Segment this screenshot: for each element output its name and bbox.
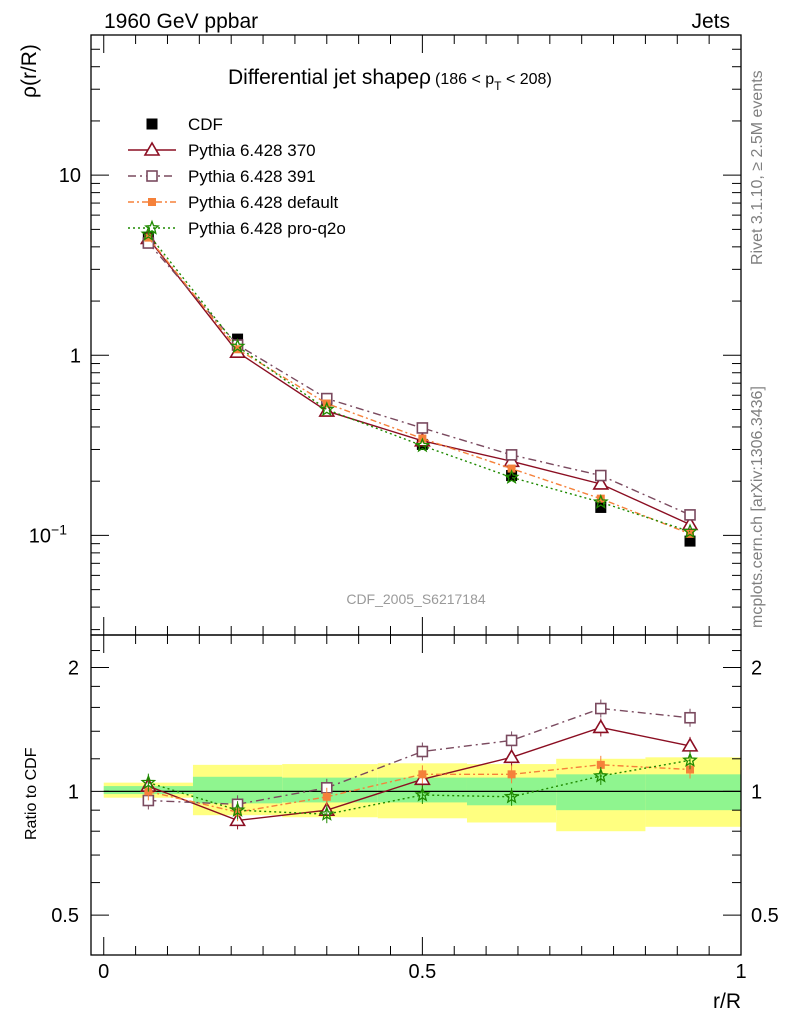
main-panel: 10 1 10−1 ρ(r/R) Differential jet shapeρ (186… xyxy=(18,34,742,636)
legend-entry-p391: Pythia 6.428 391 xyxy=(128,167,316,186)
series-p391 xyxy=(142,237,696,521)
ratio-y-tick-label-right: 2 xyxy=(751,658,762,680)
ratio-point-p391 xyxy=(416,745,429,758)
data-point-pq2o xyxy=(229,338,246,354)
legend-label: CDF xyxy=(188,115,223,134)
legend-label: Pythia 6.428 pro-q2o xyxy=(188,219,346,238)
legend-label: Pythia 6.428 370 xyxy=(188,141,316,160)
ratio-point-pdefault xyxy=(686,765,695,774)
series-pdefault xyxy=(144,233,695,538)
legend-entry-p370: Pythia 6.428 370 xyxy=(128,141,316,160)
ratio-point-pdefault xyxy=(596,760,605,769)
data-point-p391 xyxy=(416,422,429,434)
legend-marker-p370 xyxy=(143,141,161,156)
plot-frame xyxy=(90,634,742,956)
ratio-point-p370 xyxy=(503,748,520,764)
ratio-point-pdefault xyxy=(418,770,427,779)
ratio-y-tick-label-right: 0.5 xyxy=(751,905,779,927)
mcplots-label: mcplots.cern.ch [arXiv:1306.3436] xyxy=(749,386,766,628)
data-point-p370 xyxy=(592,475,610,490)
legend-marker-pq2o xyxy=(144,219,160,235)
rivet-version-label: Rivet 3.1.10, ≥ 2.5M events xyxy=(749,70,766,265)
ratio-series-pq2o xyxy=(140,751,698,824)
ratio-point-pq2o xyxy=(229,801,246,817)
ratio-point-p391 xyxy=(684,711,696,724)
ratio-point-pq2o xyxy=(414,786,431,802)
ratio-point-pdefault xyxy=(322,792,331,801)
x-tick-label: 1 xyxy=(735,961,746,983)
y-tick-label: 10 xyxy=(59,165,81,187)
data-point-pq2o xyxy=(592,493,609,509)
chart-title: Differential jet shapeρ (186 < pT < 208) xyxy=(228,66,552,93)
data-point-p391 xyxy=(595,469,607,482)
legend-entry-pdefault: Pythia 6.428 default xyxy=(128,193,339,212)
ratio-point-pdefault xyxy=(507,770,516,779)
legend-marker-p391 xyxy=(146,170,158,182)
series-p370 xyxy=(139,229,699,531)
data-point-pdefault xyxy=(507,464,516,473)
ratio-point-pq2o xyxy=(682,752,698,767)
legend-entry-pq2o: Pythia 6.428 pro-q2o xyxy=(128,219,346,238)
analysis-watermark: CDF_2005_S6217184 xyxy=(346,591,486,607)
x-tick-label: 0.5 xyxy=(408,961,436,983)
ratio-point-p391 xyxy=(505,734,518,747)
legend-label: Pythia 6.428 default xyxy=(188,193,339,212)
legend-entry-cdf: CDF xyxy=(146,115,223,134)
header-left: 1960 GeV ppbar xyxy=(104,10,258,33)
ratio-y-tick-label: 2 xyxy=(68,658,79,680)
y-tick-label: 10−1 xyxy=(29,521,67,547)
y-tick-label: 1 xyxy=(70,345,81,367)
data-point-pdefault xyxy=(596,494,605,503)
ratio-point-p391 xyxy=(595,702,607,715)
legend-marker-cdf xyxy=(146,118,158,130)
ratio-point-pq2o xyxy=(592,767,609,783)
data-point-pq2o xyxy=(414,437,431,453)
legend: CDF Pythia 6.428 370 Pythia 6.428 391 Pythi… xyxy=(128,115,346,238)
ratio-y-axis-label: Ratio to CDF xyxy=(23,747,40,840)
ratio-point-p370 xyxy=(592,718,610,734)
y-tick-exponent: −1 xyxy=(51,521,67,537)
data-point-cdf xyxy=(684,535,696,547)
ratio-y-tick-label: 0.5 xyxy=(51,905,79,927)
ratio-point-p370 xyxy=(681,737,699,752)
ratio-y-tick-label-right: 1 xyxy=(751,781,762,803)
series-pq2o xyxy=(140,225,698,539)
ratio-point-pq2o xyxy=(140,774,157,790)
ratio-point-pq2o xyxy=(318,805,335,821)
ratio-point-pq2o xyxy=(503,788,520,804)
series-line-p370 xyxy=(147,238,691,526)
x-tick-label: 0 xyxy=(98,961,109,983)
ratio-y-tick-label: 1 xyxy=(68,781,79,803)
uncertainty-band-inner xyxy=(645,774,741,811)
header-right: Jets xyxy=(691,10,730,33)
series-cdf xyxy=(142,232,696,547)
data-point-pq2o xyxy=(318,401,335,417)
y-axis-label: ρ(r/R) xyxy=(18,44,41,98)
data-point-p391 xyxy=(684,509,696,521)
series-line-p391 xyxy=(147,242,691,516)
legend-marker-pdefault xyxy=(148,198,156,206)
ratio-panel: 2 2 1 1 0.5 0.5 0 0.5 1 r/R Ratio to CDF xyxy=(23,634,779,1013)
data-point-p391 xyxy=(505,449,518,461)
data-point-cdf xyxy=(506,470,518,482)
data-point-pq2o xyxy=(503,469,520,485)
legend-label: Pythia 6.428 391 xyxy=(188,167,316,186)
x-axis-label: r/R xyxy=(713,990,741,1013)
data-point-pq2o xyxy=(682,523,698,539)
data-point-cdf xyxy=(595,501,607,513)
